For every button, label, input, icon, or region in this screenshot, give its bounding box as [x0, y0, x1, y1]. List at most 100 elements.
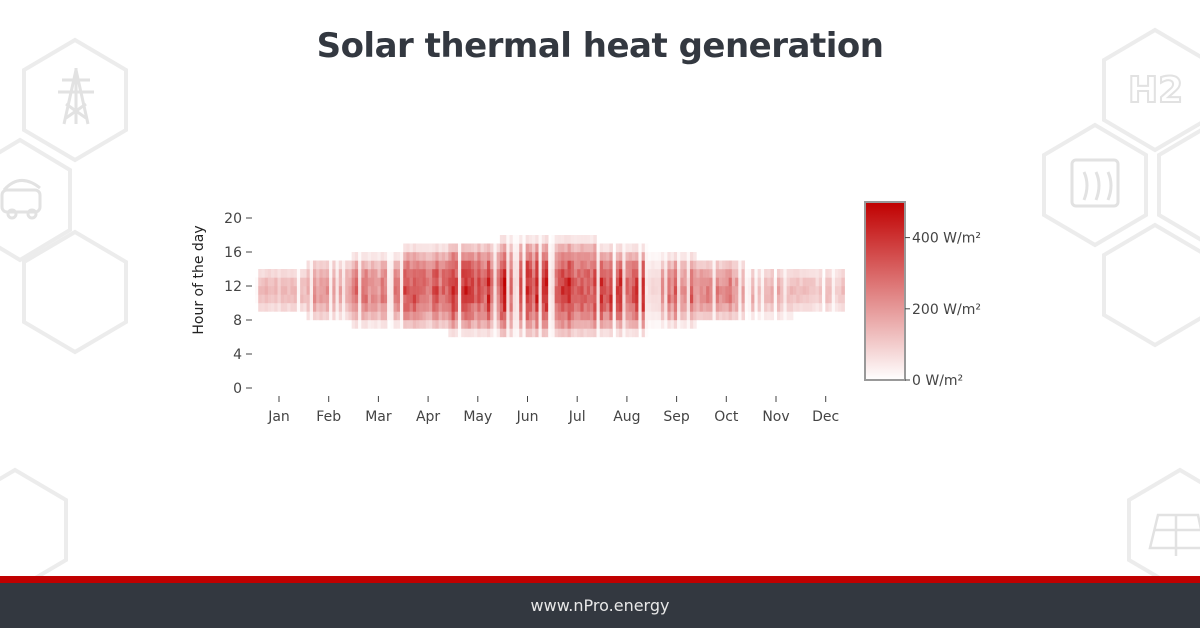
heatmap-cell [718, 277, 723, 287]
heatmap-cell [673, 269, 678, 278]
heatmap-cell [525, 294, 530, 304]
heatmap-cell [541, 235, 546, 244]
heatmap-cell [590, 277, 594, 287]
heatmap-cell [735, 303, 739, 312]
heatmap-cell [499, 260, 504, 270]
y-tick-label: 20 [224, 211, 242, 227]
heatmap-cell [628, 260, 633, 270]
heatmap-cell [470, 286, 475, 295]
heatmap-cell [396, 294, 401, 304]
heatmap-cell [738, 303, 742, 312]
heatmap-cell [825, 286, 829, 295]
heatmap-cell [416, 286, 420, 295]
heatmap-cell [841, 303, 845, 312]
heatmap-cell [451, 252, 456, 261]
heatmap-cell [586, 260, 591, 270]
heatmap-cell [387, 269, 391, 278]
heatmap-cell [657, 303, 662, 312]
heatmap-cell [393, 311, 398, 321]
heatmap-cell [722, 269, 726, 278]
heatmap-cell [735, 277, 739, 287]
heatmap-cell [448, 328, 452, 338]
heatmap-cell [651, 286, 655, 295]
heatmap-cell [258, 286, 262, 295]
heatmap-cell [438, 311, 443, 321]
heatmap-cell [573, 252, 578, 261]
heatmap-cell [351, 252, 356, 261]
heatmap-cell [354, 286, 359, 295]
heatmap-cell [593, 311, 597, 321]
heatmap-cell [493, 311, 497, 321]
heatmap-cell [557, 252, 562, 261]
heatmap-cell [651, 277, 655, 287]
heatmap-cell [515, 269, 520, 278]
heatmap-cell [474, 252, 478, 261]
heatmap-cell [606, 328, 610, 338]
heatmap-cell [551, 320, 555, 329]
heatmap-cell [660, 286, 665, 295]
heatmap-cell [548, 286, 552, 295]
heatmap-cell [631, 252, 636, 261]
heatmap-cell [422, 286, 427, 295]
hexagon-outline [1102, 222, 1200, 348]
heatmap-cell [470, 311, 475, 321]
heatmap-cell [718, 294, 723, 304]
y-tick-label: 0 [233, 381, 242, 397]
heatmap-cell [290, 277, 294, 287]
heatmap-cell [638, 311, 642, 321]
heatmap-cell [432, 303, 436, 312]
heatmap-cell [764, 303, 768, 312]
heatmap-cell [348, 294, 352, 304]
heatmap-cell [596, 286, 601, 295]
heatmap-cell [361, 269, 365, 278]
heatmap-cell [715, 294, 720, 304]
heatmap-cell [609, 243, 613, 253]
footer-url[interactable]: www.nPro.energy [530, 596, 670, 615]
heatmap-cell [834, 277, 839, 287]
heatmap-cell [828, 277, 833, 287]
x-tick-label: Feb [316, 409, 341, 425]
heatmap-cell [351, 311, 356, 321]
heatmap-cell [609, 260, 613, 270]
heatmap-cell [544, 286, 549, 295]
heatmap-cell [728, 260, 733, 270]
heatmap-cell [403, 294, 407, 304]
heatmap-cell [731, 277, 736, 287]
heatmap-cell [525, 320, 530, 329]
heatmap-cell [464, 260, 468, 270]
heatmap-cell [261, 277, 265, 287]
heatmap-cell [580, 311, 584, 321]
heatmap-cell [702, 269, 707, 278]
heatmap-cell [625, 311, 630, 321]
heatmap-cell [635, 294, 639, 304]
heatmap-cell [387, 311, 391, 321]
heatmap-cell [715, 269, 720, 278]
heatmap-cell [583, 303, 588, 312]
heatmap-cell [377, 286, 381, 295]
heatmap-cell [786, 277, 791, 287]
heatmap-cell [464, 320, 468, 329]
heatmap-cell [609, 320, 613, 329]
heatmap-cell [606, 252, 610, 261]
heatmap-cell [641, 320, 646, 329]
heatmap-cell [699, 294, 704, 304]
heatmap-cell [438, 269, 443, 278]
heatmap-cell [503, 243, 507, 253]
heatmap-cell [409, 311, 414, 321]
heatmap-cell [528, 311, 533, 321]
heatmap-cell [470, 269, 475, 278]
heatmap-cell [416, 311, 420, 321]
heatmap-cell [631, 277, 636, 287]
heatmap-cell [506, 235, 510, 244]
heatmap-cell [499, 277, 504, 287]
heatmap-cell [593, 243, 597, 253]
heatmap-cell [499, 269, 504, 278]
heatmap-cell [590, 286, 594, 295]
heatmap-cell [538, 252, 543, 261]
heatmap-cell [622, 243, 626, 253]
heatmap-cell [338, 311, 343, 321]
heatmap-cell [380, 320, 385, 329]
heatmap-cell [377, 320, 381, 329]
heatmap-cell [509, 294, 514, 304]
heatmap-cell [564, 286, 568, 295]
